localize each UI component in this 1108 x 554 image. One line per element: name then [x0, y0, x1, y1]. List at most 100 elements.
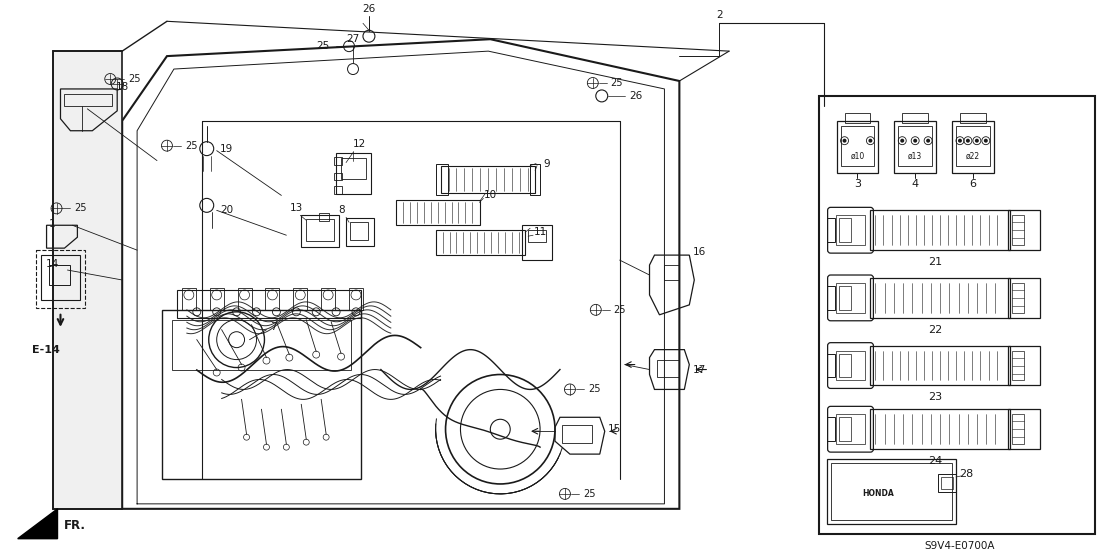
Bar [837, 121, 879, 172]
Bar [844, 113, 871, 123]
Bar [960, 113, 986, 123]
Bar [341, 157, 366, 179]
Bar [657, 360, 679, 377]
Text: 8: 8 [338, 206, 345, 216]
Bar [266, 288, 279, 310]
Text: ø22: ø22 [966, 152, 979, 161]
Text: 7: 7 [270, 322, 277, 332]
Bar [562, 425, 592, 443]
Bar [839, 286, 851, 310]
Bar [1012, 283, 1024, 313]
Text: 25: 25 [611, 78, 623, 88]
Circle shape [975, 138, 978, 143]
Bar [827, 353, 834, 377]
Text: 10: 10 [484, 191, 496, 201]
Polygon shape [18, 509, 58, 538]
Bar [237, 288, 252, 310]
Circle shape [842, 138, 847, 143]
Text: 25: 25 [588, 384, 601, 394]
Text: 11: 11 [533, 227, 546, 237]
Bar [306, 219, 335, 241]
Text: FR.: FR. [63, 519, 85, 532]
Bar [952, 121, 994, 172]
Bar [871, 278, 1009, 318]
Bar [172, 320, 351, 370]
Text: 25: 25 [583, 489, 595, 499]
Text: 1: 1 [49, 219, 55, 229]
Bar [835, 216, 865, 245]
Text: 12: 12 [352, 138, 366, 148]
Text: 25: 25 [74, 203, 86, 213]
Text: 15: 15 [608, 424, 622, 434]
Text: 25: 25 [129, 74, 141, 84]
Bar [335, 172, 342, 181]
Bar [902, 113, 929, 123]
Bar [956, 126, 989, 166]
Bar [209, 288, 224, 310]
Bar [839, 417, 851, 441]
Bar [64, 94, 112, 106]
FancyBboxPatch shape [828, 343, 873, 388]
Bar [350, 222, 368, 240]
Bar [435, 163, 448, 196]
Bar [441, 166, 535, 193]
Bar [162, 310, 361, 479]
Bar [529, 230, 546, 242]
Bar [49, 265, 71, 285]
Text: 24: 24 [929, 456, 942, 466]
Bar [335, 157, 342, 165]
Bar [346, 218, 373, 246]
Bar [1007, 409, 1039, 449]
Polygon shape [52, 51, 122, 509]
Bar [321, 288, 335, 310]
Text: ø10: ø10 [850, 152, 864, 161]
Bar [435, 230, 525, 255]
Bar [841, 126, 874, 166]
Bar [182, 288, 196, 310]
Bar [827, 417, 834, 441]
Circle shape [958, 138, 962, 143]
Bar [827, 286, 834, 310]
Bar [839, 218, 851, 242]
Bar [1007, 278, 1039, 318]
Text: 14: 14 [45, 259, 59, 269]
Text: 21: 21 [929, 257, 942, 267]
Bar [831, 463, 952, 520]
Text: 2: 2 [716, 11, 722, 20]
FancyBboxPatch shape [828, 275, 873, 321]
Bar [871, 346, 1009, 386]
Text: 27: 27 [347, 34, 360, 44]
Bar [1012, 414, 1024, 444]
Text: 19: 19 [220, 143, 234, 153]
FancyBboxPatch shape [828, 207, 873, 253]
Bar [665, 265, 679, 280]
Circle shape [901, 138, 904, 143]
Text: 4: 4 [912, 179, 919, 189]
Polygon shape [122, 39, 679, 509]
Bar [871, 211, 1009, 250]
Text: 23: 23 [929, 392, 942, 402]
Bar [349, 288, 363, 310]
Circle shape [926, 138, 930, 143]
Bar [938, 474, 956, 492]
Text: 25: 25 [317, 41, 330, 51]
Bar [522, 225, 552, 260]
Text: 3: 3 [854, 179, 861, 189]
Text: 25: 25 [614, 305, 626, 315]
Bar [1012, 351, 1024, 381]
Text: 25: 25 [185, 141, 197, 151]
Circle shape [869, 138, 872, 143]
Bar [301, 216, 339, 247]
Text: 20: 20 [220, 206, 233, 216]
Bar [294, 288, 307, 310]
Text: 18: 18 [115, 82, 129, 92]
Text: 28: 28 [958, 469, 973, 479]
Bar [1007, 346, 1039, 386]
Text: 22: 22 [929, 325, 942, 335]
Text: 26: 26 [362, 4, 376, 14]
Bar [177, 290, 361, 318]
Bar [819, 96, 1096, 534]
Bar [827, 218, 834, 242]
Bar [396, 201, 481, 225]
Bar [41, 255, 81, 300]
